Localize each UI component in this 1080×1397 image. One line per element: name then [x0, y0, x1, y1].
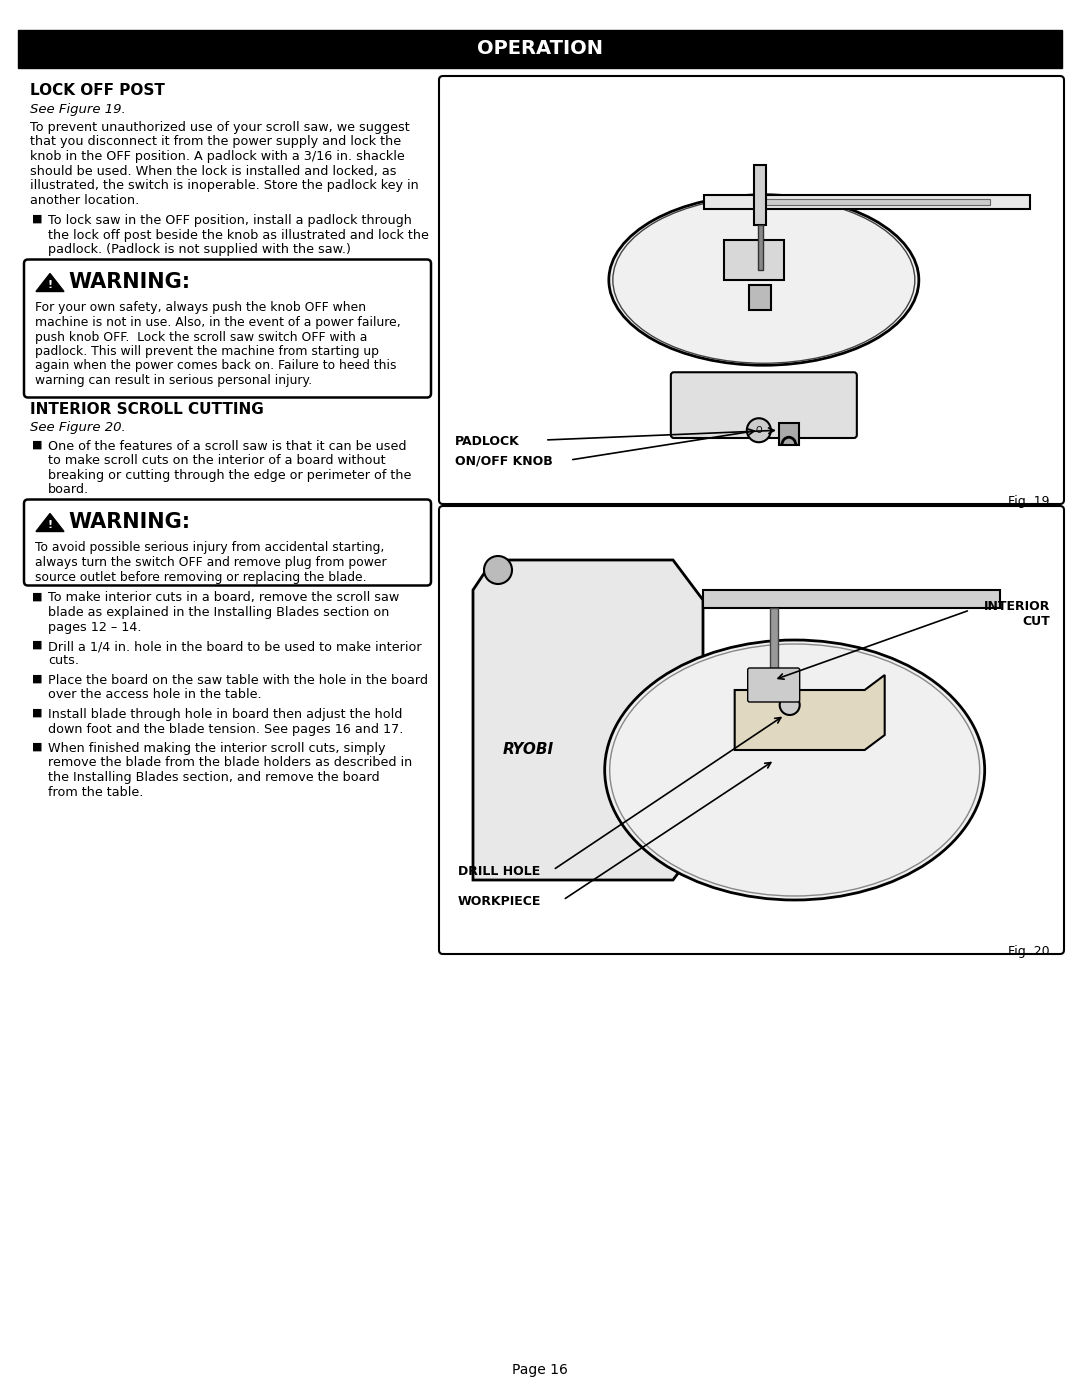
Bar: [779, 423, 799, 446]
Text: another location.: another location.: [30, 194, 139, 207]
Text: ON/OFF KNOB: ON/OFF KNOB: [455, 455, 553, 468]
Text: over the access hole in the table.: over the access hole in the table.: [48, 689, 261, 701]
Text: Page 16: Page 16: [512, 1363, 568, 1377]
Text: CUT: CUT: [1023, 615, 1050, 629]
Bar: [754, 165, 766, 225]
Polygon shape: [724, 240, 784, 279]
Circle shape: [747, 418, 771, 443]
Text: again when the power comes back on. Failure to heed this: again when the power comes back on. Fail…: [35, 359, 396, 373]
Bar: [748, 285, 771, 310]
Bar: [758, 225, 762, 270]
Text: Fig. 20: Fig. 20: [1009, 944, 1050, 958]
Text: !: !: [48, 279, 53, 289]
Polygon shape: [734, 675, 885, 750]
Text: WORKPIECE: WORKPIECE: [458, 895, 541, 908]
FancyBboxPatch shape: [438, 506, 1064, 954]
Text: ■: ■: [32, 640, 42, 650]
Text: To avoid possible serious injury from accidental starting,: To avoid possible serious injury from ac…: [35, 542, 384, 555]
Text: INTERIOR SCROLL CUTTING: INTERIOR SCROLL CUTTING: [30, 401, 264, 416]
Text: board.: board.: [48, 483, 90, 496]
Text: the Installing Blades section, and remove the board: the Installing Blades section, and remov…: [48, 771, 380, 784]
Text: Fig. 19: Fig. 19: [1009, 495, 1050, 509]
Polygon shape: [36, 274, 64, 292]
Text: See Figure 20.: See Figure 20.: [30, 422, 125, 434]
Circle shape: [484, 556, 512, 584]
Bar: [704, 196, 1030, 210]
Text: RYOBI: RYOBI: [503, 742, 554, 757]
Bar: [703, 590, 1000, 608]
Text: to make scroll cuts on the interior of a board without: to make scroll cuts on the interior of a…: [48, 454, 386, 467]
Text: pages 12 – 14.: pages 12 – 14.: [48, 620, 141, 633]
Text: LOCK OFF POST: LOCK OFF POST: [30, 82, 165, 98]
Text: always turn the switch OFF and remove plug from power: always turn the switch OFF and remove pl…: [35, 556, 387, 569]
Text: Install blade through hole in board then adjust the hold: Install blade through hole in board then…: [48, 708, 403, 721]
Text: OPERATION: OPERATION: [477, 39, 603, 59]
Text: from the table.: from the table.: [48, 785, 144, 799]
Text: illustrated, the switch is inoperable. Store the padlock key in: illustrated, the switch is inoperable. S…: [30, 179, 419, 191]
FancyBboxPatch shape: [24, 260, 431, 398]
Text: should be used. When the lock is installed and locked, as: should be used. When the lock is install…: [30, 165, 396, 177]
Bar: [18, 29, 1062, 68]
Text: ■: ■: [32, 708, 42, 718]
Text: To prevent unauthorized use of your scroll saw, we suggest: To prevent unauthorized use of your scro…: [30, 122, 409, 134]
Text: push knob OFF.  Lock the scroll saw switch OFF with a: push knob OFF. Lock the scroll saw switc…: [35, 331, 367, 344]
Text: INTERIOR: INTERIOR: [984, 599, 1050, 613]
Ellipse shape: [605, 640, 985, 900]
Text: ■: ■: [32, 440, 42, 450]
Text: One of the features of a scroll saw is that it can be used: One of the features of a scroll saw is t…: [48, 440, 406, 453]
Text: source outlet before removing or replacing the blade.: source outlet before removing or replaci…: [35, 570, 366, 584]
Circle shape: [780, 694, 799, 715]
Text: ■: ■: [32, 742, 42, 752]
Text: warning can result in serious personal injury.: warning can result in serious personal i…: [35, 374, 312, 387]
Text: Place the board on the saw table with the hole in the board: Place the board on the saw table with th…: [48, 673, 428, 687]
Text: PADLOCK: PADLOCK: [455, 434, 519, 448]
Polygon shape: [473, 560, 703, 880]
Text: padlock. (Padlock is not supplied with the saw.): padlock. (Padlock is not supplied with t…: [48, 243, 351, 256]
Text: WARNING:: WARNING:: [68, 511, 190, 531]
Text: remove the blade from the blade holders as described in: remove the blade from the blade holders …: [48, 757, 413, 770]
Polygon shape: [36, 514, 64, 531]
Ellipse shape: [609, 194, 919, 365]
Text: To lock saw in the OFF position, install a padlock through: To lock saw in the OFF position, install…: [48, 214, 411, 226]
Text: breaking or cutting through the edge or perimeter of the: breaking or cutting through the edge or …: [48, 468, 411, 482]
Text: For your own safety, always push the knob OFF when: For your own safety, always push the kno…: [35, 302, 366, 314]
Text: knob in the OFF position. A padlock with a 3/16 in. shackle: knob in the OFF position. A padlock with…: [30, 149, 405, 163]
Bar: [770, 608, 778, 690]
Text: To make interior cuts in a board, remove the scroll saw: To make interior cuts in a board, remove…: [48, 591, 400, 605]
Text: the lock off post beside the knob as illustrated and lock the: the lock off post beside the knob as ill…: [48, 229, 429, 242]
Text: Drill a 1/4 in. hole in the board to be used to make interior: Drill a 1/4 in. hole in the board to be …: [48, 640, 421, 652]
Text: ■: ■: [32, 214, 42, 224]
Bar: [764, 198, 990, 205]
Text: ■: ■: [32, 591, 42, 602]
FancyBboxPatch shape: [747, 668, 799, 703]
Text: blade as explained in the Installing Blades section on: blade as explained in the Installing Bla…: [48, 606, 390, 619]
FancyBboxPatch shape: [24, 500, 431, 585]
Text: WARNING:: WARNING:: [68, 271, 190, 292]
FancyBboxPatch shape: [438, 75, 1064, 504]
Text: padlock. This will prevent the machine from starting up: padlock. This will prevent the machine f…: [35, 345, 379, 358]
Text: machine is not in use. Also, in the event of a power failure,: machine is not in use. Also, in the even…: [35, 316, 401, 330]
Text: cuts.: cuts.: [48, 655, 79, 668]
Text: !: !: [48, 520, 53, 529]
Text: See Figure 19.: See Figure 19.: [30, 103, 125, 116]
Text: down foot and the blade tension. See pages 16 and 17.: down foot and the blade tension. See pag…: [48, 722, 403, 735]
FancyBboxPatch shape: [671, 372, 856, 439]
Text: ■: ■: [32, 673, 42, 685]
Text: O: O: [756, 426, 762, 434]
Text: DRILL HOLE: DRILL HOLE: [458, 865, 540, 877]
Text: that you disconnect it from the power supply and lock the: that you disconnect it from the power su…: [30, 136, 401, 148]
Text: When finished making the interior scroll cuts, simply: When finished making the interior scroll…: [48, 742, 386, 754]
